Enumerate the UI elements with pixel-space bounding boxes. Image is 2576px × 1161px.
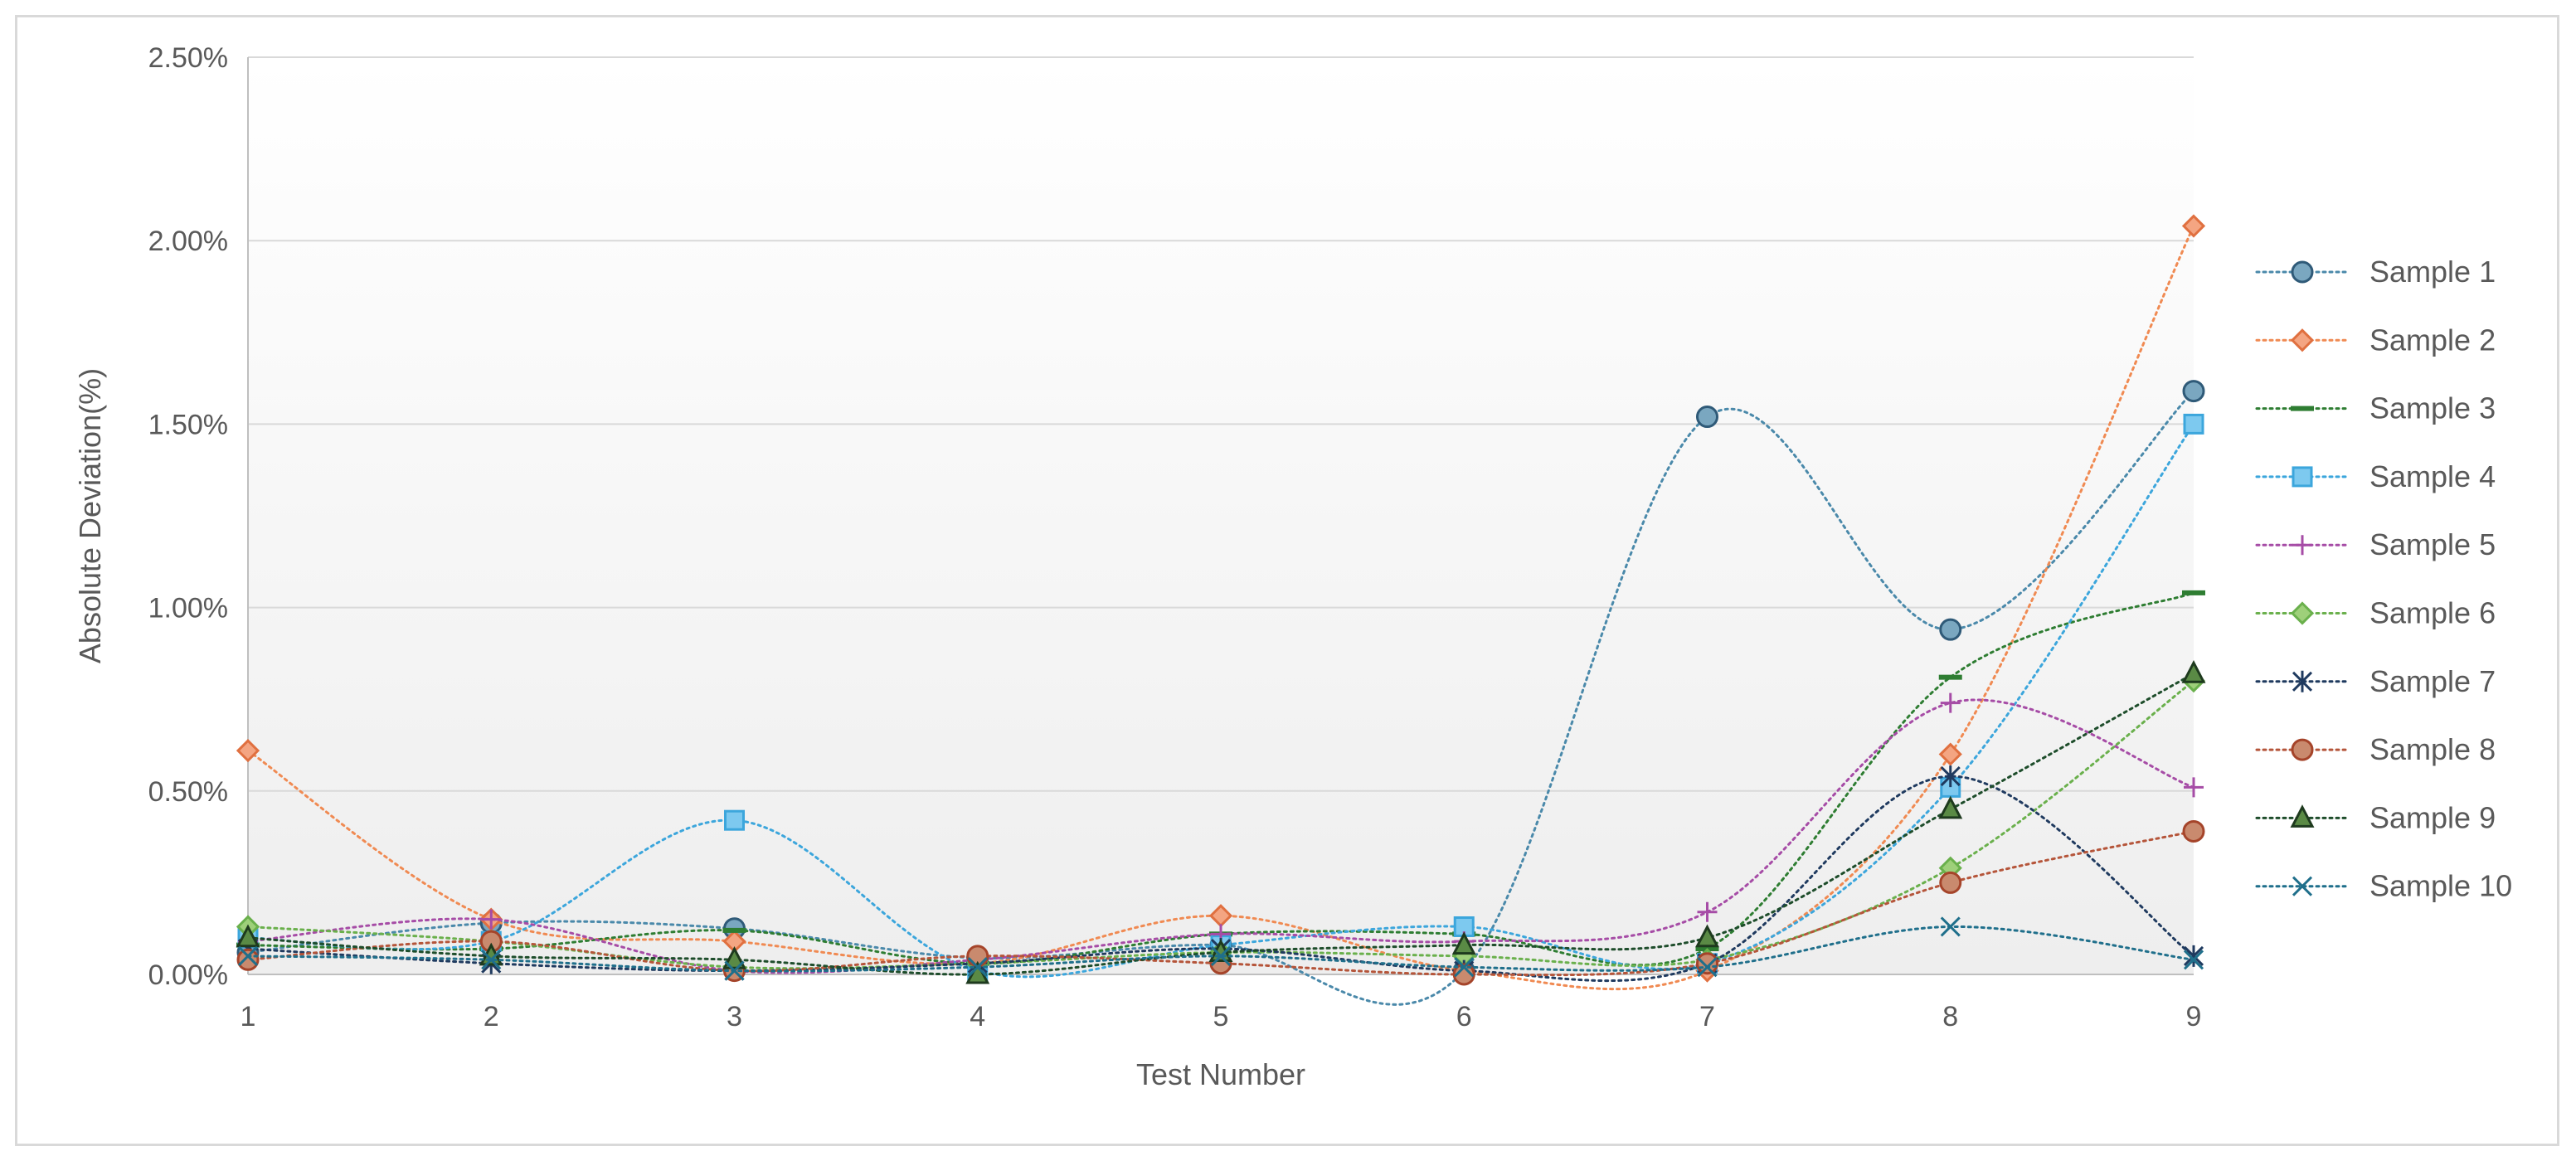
y-axis-title: Absolute Deviation(%) xyxy=(73,368,107,663)
legend-label: Sample 8 xyxy=(2369,732,2496,766)
data-point xyxy=(1210,945,1232,966)
data-point xyxy=(1697,957,1718,978)
x-tick-label: 1 xyxy=(241,1001,256,1032)
data-point xyxy=(236,924,260,948)
data-point xyxy=(967,957,988,978)
legend-item: Sample 7 xyxy=(2255,664,2496,698)
data-point xyxy=(1940,765,1961,788)
data-point xyxy=(722,946,746,969)
data-point xyxy=(481,950,502,970)
series-line xyxy=(246,775,2195,983)
legend-marker xyxy=(2291,738,2314,761)
x-tick-labels: 1 2 3 4 5 6 7 8 9 xyxy=(241,1001,2202,1032)
data-point xyxy=(1940,692,1961,713)
legend-marker xyxy=(2292,876,2313,896)
x-axis-title: Test Number xyxy=(1136,1057,1305,1091)
legend-item: Sample 8 xyxy=(2255,732,2496,766)
legend-item: Sample 6 xyxy=(2255,596,2496,630)
legend-label: Sample 10 xyxy=(2369,869,2512,903)
legend: Sample 1 Sample 2 Sample 3 Sample 4 Sample 5… xyxy=(2255,255,2512,903)
x-tick-label: 2 xyxy=(484,1001,499,1032)
series-line xyxy=(246,925,2195,973)
legend-item: Sample 5 xyxy=(2255,527,2496,561)
x-tick-label: 5 xyxy=(1213,1001,1229,1032)
y-tick-label: 1.50% xyxy=(148,409,228,440)
data-point xyxy=(1696,406,1718,429)
series-line xyxy=(246,698,2195,974)
data-point xyxy=(2182,380,2205,403)
series-line xyxy=(246,390,2195,1006)
data-point xyxy=(1940,916,1961,937)
legend-item: Sample 9 xyxy=(2255,800,2496,834)
data-point xyxy=(237,945,259,966)
data-point xyxy=(2183,413,2204,435)
series-line xyxy=(246,422,2195,979)
series-layer xyxy=(236,214,2206,1006)
legend-label: Sample 2 xyxy=(2369,323,2496,357)
chart-frame: 0.00% 0.50% 1.00% 1.50% 2.00% 2.50% 1 2 3 4 5 6 7 8 9… xyxy=(15,15,2559,1146)
legend-marker xyxy=(2291,406,2314,411)
y-tick-label: 0.50% xyxy=(148,776,228,808)
x-tick-label: 9 xyxy=(2186,1001,2202,1032)
x-tick-label: 4 xyxy=(970,1001,985,1032)
data-point xyxy=(236,739,260,763)
x-tick-label: 3 xyxy=(727,1001,742,1032)
legend-marker xyxy=(2290,804,2315,828)
y-tick-label: 1.00% xyxy=(148,593,228,624)
data-point xyxy=(2181,659,2206,683)
legend-marker xyxy=(2290,601,2315,625)
data-point xyxy=(481,909,502,930)
gridlines xyxy=(248,56,2194,792)
data-point xyxy=(2183,945,2204,967)
y-tick-labels: 0.00% 0.50% 1.00% 1.50% 2.00% 2.50% xyxy=(148,42,228,991)
data-point xyxy=(1697,901,1718,922)
legend-label: Sample 4 xyxy=(2369,459,2496,493)
data-point xyxy=(2183,950,2204,970)
data-point xyxy=(1939,618,1962,641)
legend-marker xyxy=(2292,466,2313,488)
data-point xyxy=(236,948,260,971)
legend-label: Sample 5 xyxy=(2369,527,2496,561)
legend-label: Sample 1 xyxy=(2369,255,2496,289)
legend-marker xyxy=(2292,535,2312,556)
data-point xyxy=(1695,924,1719,948)
legend-marker xyxy=(2290,328,2315,352)
data-point xyxy=(1454,957,1475,978)
y-tick-label: 2.00% xyxy=(148,226,228,257)
data-point xyxy=(1696,952,1718,975)
y-tick-label: 0.00% xyxy=(148,959,228,991)
data-point xyxy=(2184,777,2204,798)
x-tick-label: 8 xyxy=(1942,1001,1958,1032)
data-point xyxy=(2182,590,2205,595)
data-point xyxy=(2181,214,2206,238)
x-tick-label: 6 xyxy=(1456,1001,1472,1032)
data-point xyxy=(724,960,745,981)
legend-item: Sample 1 xyxy=(2255,255,2496,289)
chart-svg: 0.00% 0.50% 1.00% 1.50% 2.00% 2.50% 1 2 3 4 5 6 7 8 9… xyxy=(73,42,2512,1091)
legend-label: Sample 3 xyxy=(2369,391,2496,425)
data-point xyxy=(1451,931,1476,955)
data-point xyxy=(2182,819,2205,843)
data-point xyxy=(1938,742,1962,766)
data-point xyxy=(724,809,745,831)
legend-label: Sample 6 xyxy=(2369,596,2496,630)
data-point xyxy=(722,927,746,933)
data-point xyxy=(1452,963,1475,986)
x-tick-label: 7 xyxy=(1699,1001,1715,1032)
legend-label: Sample 7 xyxy=(2369,664,2496,698)
legend-marker xyxy=(2292,670,2313,692)
data-point xyxy=(1939,871,1962,894)
plot-area-background xyxy=(248,57,2194,974)
legend-item: Sample 3 xyxy=(2255,391,2496,425)
legend-label: Sample 9 xyxy=(2369,800,2496,834)
series-line xyxy=(246,225,2195,991)
legend-marker xyxy=(2291,260,2314,284)
legend-item: Sample 4 xyxy=(2255,459,2496,493)
y-tick-label: 2.50% xyxy=(148,42,228,74)
legend-item: Sample 2 xyxy=(2255,323,2496,357)
series-10 xyxy=(237,916,2204,981)
legend-item: Sample 10 xyxy=(2255,869,2512,903)
data-point xyxy=(1938,674,1962,680)
data-point xyxy=(1938,795,1963,819)
